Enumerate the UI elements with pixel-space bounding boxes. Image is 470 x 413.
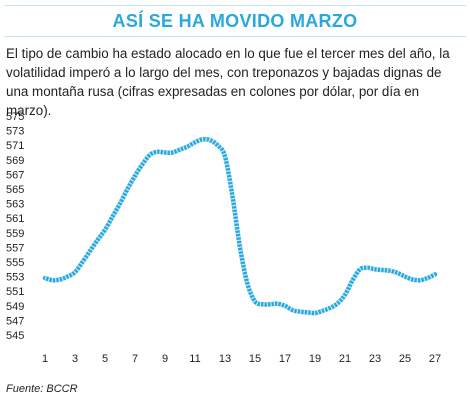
y-tick-label: 547 xyxy=(6,315,24,327)
x-tick-label: 11 xyxy=(189,353,200,365)
x-tick-label: 27 xyxy=(429,353,441,365)
y-tick-label: 563 xyxy=(6,199,24,211)
y-tick-label: 569 xyxy=(6,155,24,167)
y-tick-label: 557 xyxy=(6,242,24,254)
chart-description: El tipo de cambio ha estado alocado en l… xyxy=(6,46,450,118)
x-tick-label: 7 xyxy=(132,353,138,365)
y-tick-label: 559 xyxy=(6,228,24,240)
series-line-texture xyxy=(44,136,437,316)
x-tick-label: 15 xyxy=(249,353,261,365)
chart-title: ASÍ SE HA MOVIDO MARZO xyxy=(112,11,358,31)
series-layer xyxy=(42,136,438,316)
title-bar: ASÍ SE HA MOVIDO MARZO xyxy=(4,5,466,37)
y-tick-label: 549 xyxy=(6,301,24,313)
x-tick-label: 21 xyxy=(339,353,351,365)
y-tick-label: 561 xyxy=(6,213,24,225)
y-tick-label: 571 xyxy=(6,140,24,152)
series-line xyxy=(42,136,438,316)
x-tick-label: 3 xyxy=(72,353,78,365)
x-tick-label: 25 xyxy=(399,353,411,365)
x-tick-label: 19 xyxy=(309,353,321,365)
source-note: Fuente: BCCR xyxy=(6,383,78,395)
x-tick-label: 9 xyxy=(162,353,168,365)
y-tick-label: 567 xyxy=(6,169,24,181)
y-tick-label: 555 xyxy=(6,257,24,269)
y-tick-label: 573 xyxy=(6,126,24,138)
y-tick-label: 553 xyxy=(6,272,24,284)
x-tick-label: 5 xyxy=(102,353,108,365)
x-tick-label: 1 xyxy=(42,353,48,365)
y-tick-label: 545 xyxy=(6,330,24,342)
y-tick-label: 565 xyxy=(6,184,24,196)
y-tick-label: 575 xyxy=(6,111,24,123)
x-tick-label: 17 xyxy=(279,353,291,365)
x-tick-label: 13 xyxy=(219,353,231,365)
y-axis: 545 547 549 551 553 555 557 559 561 563 565 567 569 5… xyxy=(6,111,24,342)
x-tick-label: 23 xyxy=(369,353,381,365)
y-tick-label: 551 xyxy=(6,286,24,298)
x-axis: 1 3 5 7 9 11 13 15 17 19 21 23 25 27 xyxy=(42,353,441,365)
